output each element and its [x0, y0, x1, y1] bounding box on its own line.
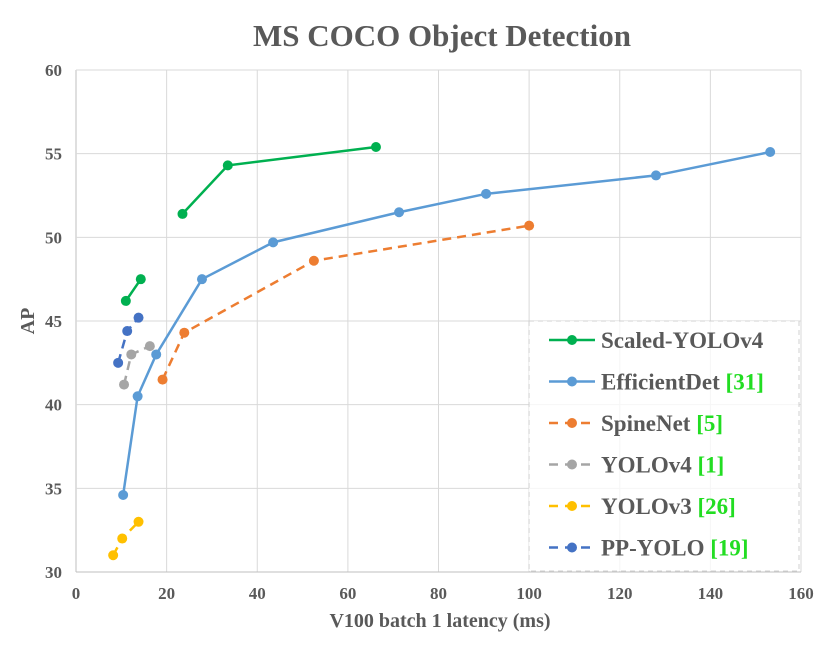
legend-item: EfficientDet [31] — [549, 370, 764, 395]
y-tick-label: 60 — [45, 61, 62, 80]
series-efficientdet — [118, 146, 776, 501]
data-point — [126, 349, 137, 360]
data-point — [133, 312, 144, 323]
x-tick-label: 140 — [698, 584, 724, 603]
data-point — [133, 516, 144, 527]
data-point — [118, 490, 129, 501]
legend-item: Scaled-YOLOv4 — [549, 328, 764, 353]
x-tick-label: 60 — [339, 584, 356, 603]
y-tick-label: 30 — [45, 563, 62, 582]
legend-label: YOLOv4 [1] — [601, 453, 724, 478]
series-yolov3 — [108, 516, 144, 561]
legend-item: YOLOv4 [1] — [549, 453, 724, 478]
series-scaled-yolov4 — [120, 141, 381, 306]
y-tick-label: 35 — [45, 479, 62, 498]
legend-marker — [567, 335, 577, 345]
y-tick-label: 45 — [45, 312, 62, 331]
y-tick-label: 55 — [45, 145, 62, 164]
series-line — [161, 224, 530, 381]
legend-label: EfficientDet [31] — [601, 370, 764, 395]
data-point — [481, 188, 492, 199]
chart-title: MS COCO Object Detection — [253, 18, 631, 53]
data-point — [308, 255, 319, 266]
series-group — [108, 141, 776, 561]
x-tick-label: 80 — [430, 584, 447, 603]
data-point — [765, 146, 776, 157]
data-point — [108, 550, 119, 561]
tick-labels: 0 20 40 60 80 100 120 140 160 30 35 40 45 50 55 60 — [45, 61, 814, 603]
y-tick-label: 50 — [45, 228, 62, 247]
x-tick-label: 160 — [788, 584, 814, 603]
legend-box — [528, 320, 800, 572]
data-point — [177, 208, 188, 219]
x-tick-label: 40 — [249, 584, 266, 603]
x-tick-label: 20 — [158, 584, 175, 603]
series-line — [181, 145, 377, 215]
data-point — [394, 207, 405, 218]
data-point — [151, 349, 162, 360]
series-spinenet — [157, 220, 535, 385]
data-point — [144, 341, 155, 352]
data-point — [196, 274, 207, 285]
data-point — [135, 274, 146, 285]
legend-marker — [567, 542, 577, 553]
data-point — [117, 533, 128, 544]
legend-marker — [567, 459, 577, 470]
x-tick-label: 120 — [607, 584, 633, 603]
legend-marker — [567, 418, 577, 428]
legend: Scaled-YOLOv4 EfficientDet [31] SpineNet [… — [528, 320, 800, 572]
data-point — [132, 391, 143, 402]
legend-label: Scaled-YOLOv4 — [601, 328, 764, 353]
x-tick-label: 0 — [72, 584, 81, 603]
legend-item: YOLOv3 [26] — [549, 494, 736, 519]
legend-marker — [567, 376, 577, 387]
data-point — [119, 379, 130, 390]
legend-label: YOLOv3 [26] — [601, 494, 736, 519]
data-point — [524, 220, 535, 231]
x-axis-label: V100 batch 1 latency (ms) — [329, 610, 550, 632]
data-point — [370, 141, 381, 152]
legend-item: PP-YOLO [19] — [549, 536, 749, 561]
y-axis-label: AP — [17, 308, 39, 335]
legend-label: SpineNet [5] — [601, 411, 723, 436]
data-point — [157, 374, 168, 385]
legend-item: SpineNet [5] — [549, 411, 723, 436]
series-yolov4 — [119, 341, 155, 390]
data-point — [179, 327, 190, 338]
x-tick-label: 100 — [516, 584, 542, 603]
data-point — [113, 357, 124, 368]
y-tick-label: 40 — [45, 396, 62, 415]
legend-marker — [567, 501, 577, 511]
data-point — [122, 326, 133, 337]
legend-label: PP-YOLO [19] — [601, 536, 749, 561]
data-point — [222, 160, 233, 171]
series-pp-yolo — [113, 312, 144, 368]
data-point — [120, 295, 131, 306]
data-point — [268, 237, 279, 248]
data-point — [651, 170, 661, 181]
